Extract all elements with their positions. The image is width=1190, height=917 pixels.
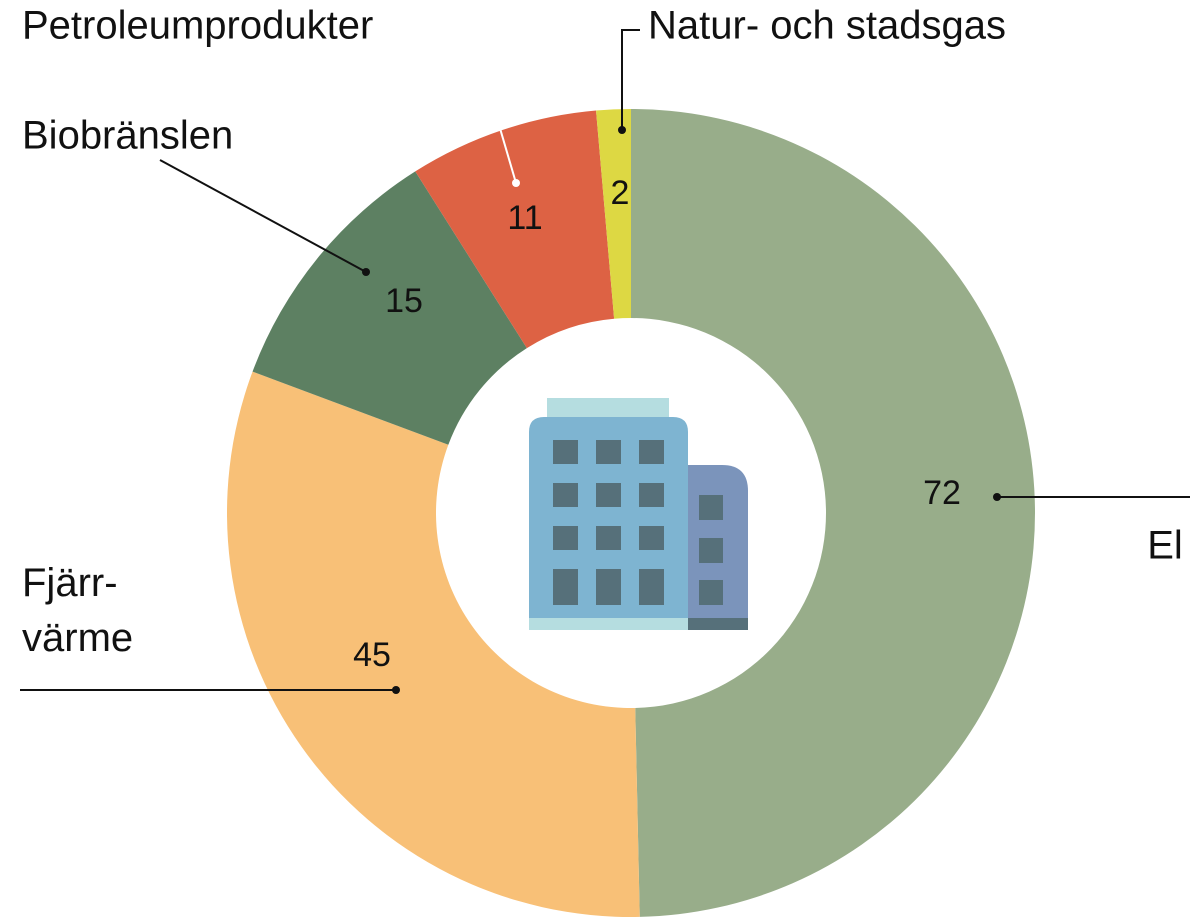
value-label: 45 (353, 636, 391, 674)
category-label: El (1147, 524, 1183, 568)
value-label: 11 (507, 199, 542, 237)
slice (596, 109, 631, 319)
leader-dot (392, 686, 400, 694)
category-label: Natur- och stadsgas (648, 4, 1006, 48)
leader-line (159, 159, 367, 273)
leader-line (621, 29, 640, 130)
slices (226, 109, 1035, 917)
leader-line (479, 59, 517, 184)
slice (252, 171, 527, 445)
leader-dot (618, 126, 626, 134)
leader-dot (362, 268, 370, 276)
building-icon (529, 398, 748, 630)
labels: 72 El 45 Fjärr-värme 15 Biobränslen 11 Petroleu… (20, 4, 1190, 694)
slice (415, 110, 615, 349)
value-label: 15 (385, 282, 423, 320)
category-label: Petroleumprodukter (22, 4, 373, 48)
slice (226, 371, 640, 917)
category-label: Biobränslen (22, 114, 233, 158)
value-label: 2 (611, 174, 630, 212)
slice (631, 109, 1035, 917)
category-label: Fjärr-värme (22, 561, 133, 660)
leader-dot (993, 493, 1001, 501)
leader-dot (512, 179, 520, 187)
value-label: 72 (923, 474, 961, 512)
